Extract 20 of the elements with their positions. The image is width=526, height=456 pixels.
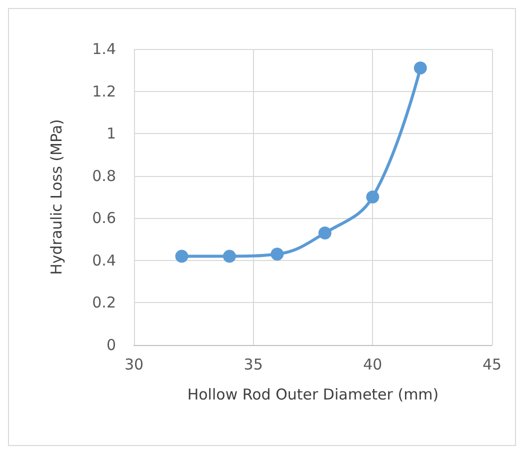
point xyxy=(366,190,380,204)
y-tick-label: 0 xyxy=(106,336,116,354)
y-tick-label: 1.2 xyxy=(92,82,116,100)
y-tick-label: 0.4 xyxy=(92,251,116,270)
point xyxy=(222,250,236,263)
point xyxy=(414,62,427,75)
x-tick-label: 45 xyxy=(482,356,502,374)
y-tick-label: 1.4 xyxy=(92,40,116,58)
y-tick-label: 0.6 xyxy=(92,209,116,228)
x-axis-title: Hollow Rod Outer Diameter (mm) xyxy=(187,386,439,404)
x-tick-label: 35 xyxy=(244,356,263,374)
point xyxy=(175,250,188,263)
point xyxy=(318,226,332,240)
point xyxy=(270,248,284,261)
x-tick-label: 30 xyxy=(124,356,144,374)
y-tick-label: 1 xyxy=(106,124,116,143)
x-tick-label: 40 xyxy=(363,356,382,374)
y-axis-title: Hydraulic Loss (MPa) xyxy=(48,119,66,275)
y-tick-label: 0.2 xyxy=(92,294,116,312)
y-tick-label: 0.8 xyxy=(92,166,116,185)
